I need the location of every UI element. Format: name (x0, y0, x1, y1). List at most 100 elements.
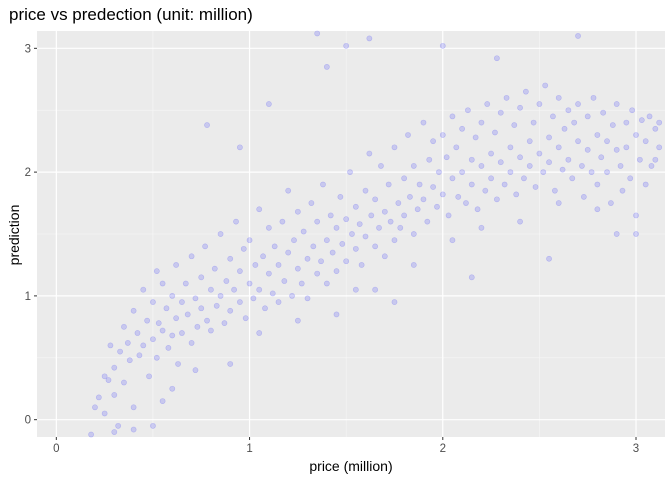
scatter-point (638, 117, 645, 124)
scatter-point (445, 212, 452, 219)
scatter-point (256, 286, 263, 293)
scatter-point (613, 101, 620, 107)
scatter-point (420, 196, 427, 203)
scatter-point (455, 193, 462, 200)
scatter-point (184, 311, 191, 318)
scatter-point (424, 218, 431, 225)
scatter-point (88, 431, 95, 438)
scatter-point (604, 138, 610, 145)
scatter-point (575, 138, 581, 145)
scatter-point (465, 107, 471, 114)
scatter-point (623, 144, 630, 151)
scatter-point (188, 253, 195, 260)
scatter-point (169, 292, 176, 299)
scatter-point (252, 262, 259, 268)
scatter-point (397, 224, 404, 231)
scatter-point (598, 154, 605, 161)
scatter-point (656, 119, 663, 126)
scatter-point (144, 317, 151, 324)
scatter-point (526, 138, 533, 145)
scatter-point (323, 63, 330, 70)
scatter-point (337, 193, 344, 200)
scatter-point (198, 274, 205, 281)
scatter-point (613, 231, 620, 237)
scatter-point (381, 208, 388, 215)
scatter-point (633, 231, 639, 237)
scatter-point (459, 169, 466, 176)
scatter-point (246, 280, 253, 287)
scatter-point (117, 348, 123, 355)
scatter-point (594, 206, 601, 213)
scatter-point (121, 323, 127, 330)
scatter-point (349, 231, 355, 237)
scatter-point (285, 249, 292, 256)
scatter-point (279, 218, 286, 225)
scatter-point (356, 221, 363, 227)
y-tick-label: 2 (25, 167, 31, 179)
scatter-point (613, 146, 620, 153)
scatter-point (173, 315, 180, 322)
scatter-point (208, 286, 214, 293)
scatter-point (236, 268, 243, 275)
scatter-point (105, 377, 112, 383)
y-axis-title: prediction (6, 205, 22, 266)
grid-major (37, 31, 665, 437)
scatter-point (617, 163, 624, 169)
scatter-point (265, 270, 272, 277)
scatter-point (121, 379, 127, 386)
scatter-point (173, 262, 180, 268)
scatter-point (459, 125, 466, 132)
scatter-point (227, 361, 234, 367)
x-tick-label: 0 (53, 443, 59, 455)
scatter-point (227, 255, 234, 262)
scatter-point (281, 278, 288, 284)
scatter-point (642, 138, 649, 145)
scatter-point (571, 119, 578, 126)
scatter-point (426, 156, 433, 163)
scatter-point (542, 82, 549, 89)
scatter-point (95, 394, 102, 401)
scatter-point (198, 305, 205, 312)
scatter-point (194, 323, 201, 330)
scatter-point (314, 218, 321, 225)
scatter-point (395, 200, 402, 206)
scatter-point (101, 373, 108, 380)
scatter-point (211, 265, 218, 272)
scatter-point (551, 187, 558, 194)
scatter-point (493, 196, 500, 203)
scatter-point (289, 292, 295, 299)
scatter-point (362, 187, 369, 194)
scatter-point (372, 243, 379, 250)
scatter-point (150, 299, 156, 305)
scatter-point (236, 144, 243, 151)
scatter-point (329, 249, 336, 256)
scatter-point (159, 398, 166, 405)
scatter-point (609, 122, 616, 128)
scatter-point (368, 212, 375, 219)
scatter-point (362, 233, 369, 240)
scatter-point (385, 181, 392, 188)
scatter-point (169, 385, 176, 392)
scatter-point (474, 206, 481, 213)
scatter-point (559, 166, 566, 173)
scatter-point (285, 187, 292, 194)
scatter-point (584, 146, 591, 153)
scatter-point (555, 200, 562, 206)
scatter-point (256, 330, 263, 336)
scatter-point (430, 184, 437, 190)
scatter-point (169, 332, 176, 339)
scatter-point (202, 243, 209, 250)
scatter-point (449, 175, 456, 182)
scatter-point (150, 422, 156, 429)
scatter-point (265, 224, 272, 231)
scatter-point (134, 330, 141, 336)
scatter-point (107, 342, 114, 349)
scatter-point (580, 193, 587, 200)
scatter-point (575, 33, 581, 39)
scatter-point (314, 270, 321, 277)
scatter-point (507, 144, 514, 151)
scatter-point (555, 94, 562, 101)
scatter-point (517, 154, 523, 161)
scatter-point (532, 184, 539, 190)
scatter-point (136, 352, 143, 359)
